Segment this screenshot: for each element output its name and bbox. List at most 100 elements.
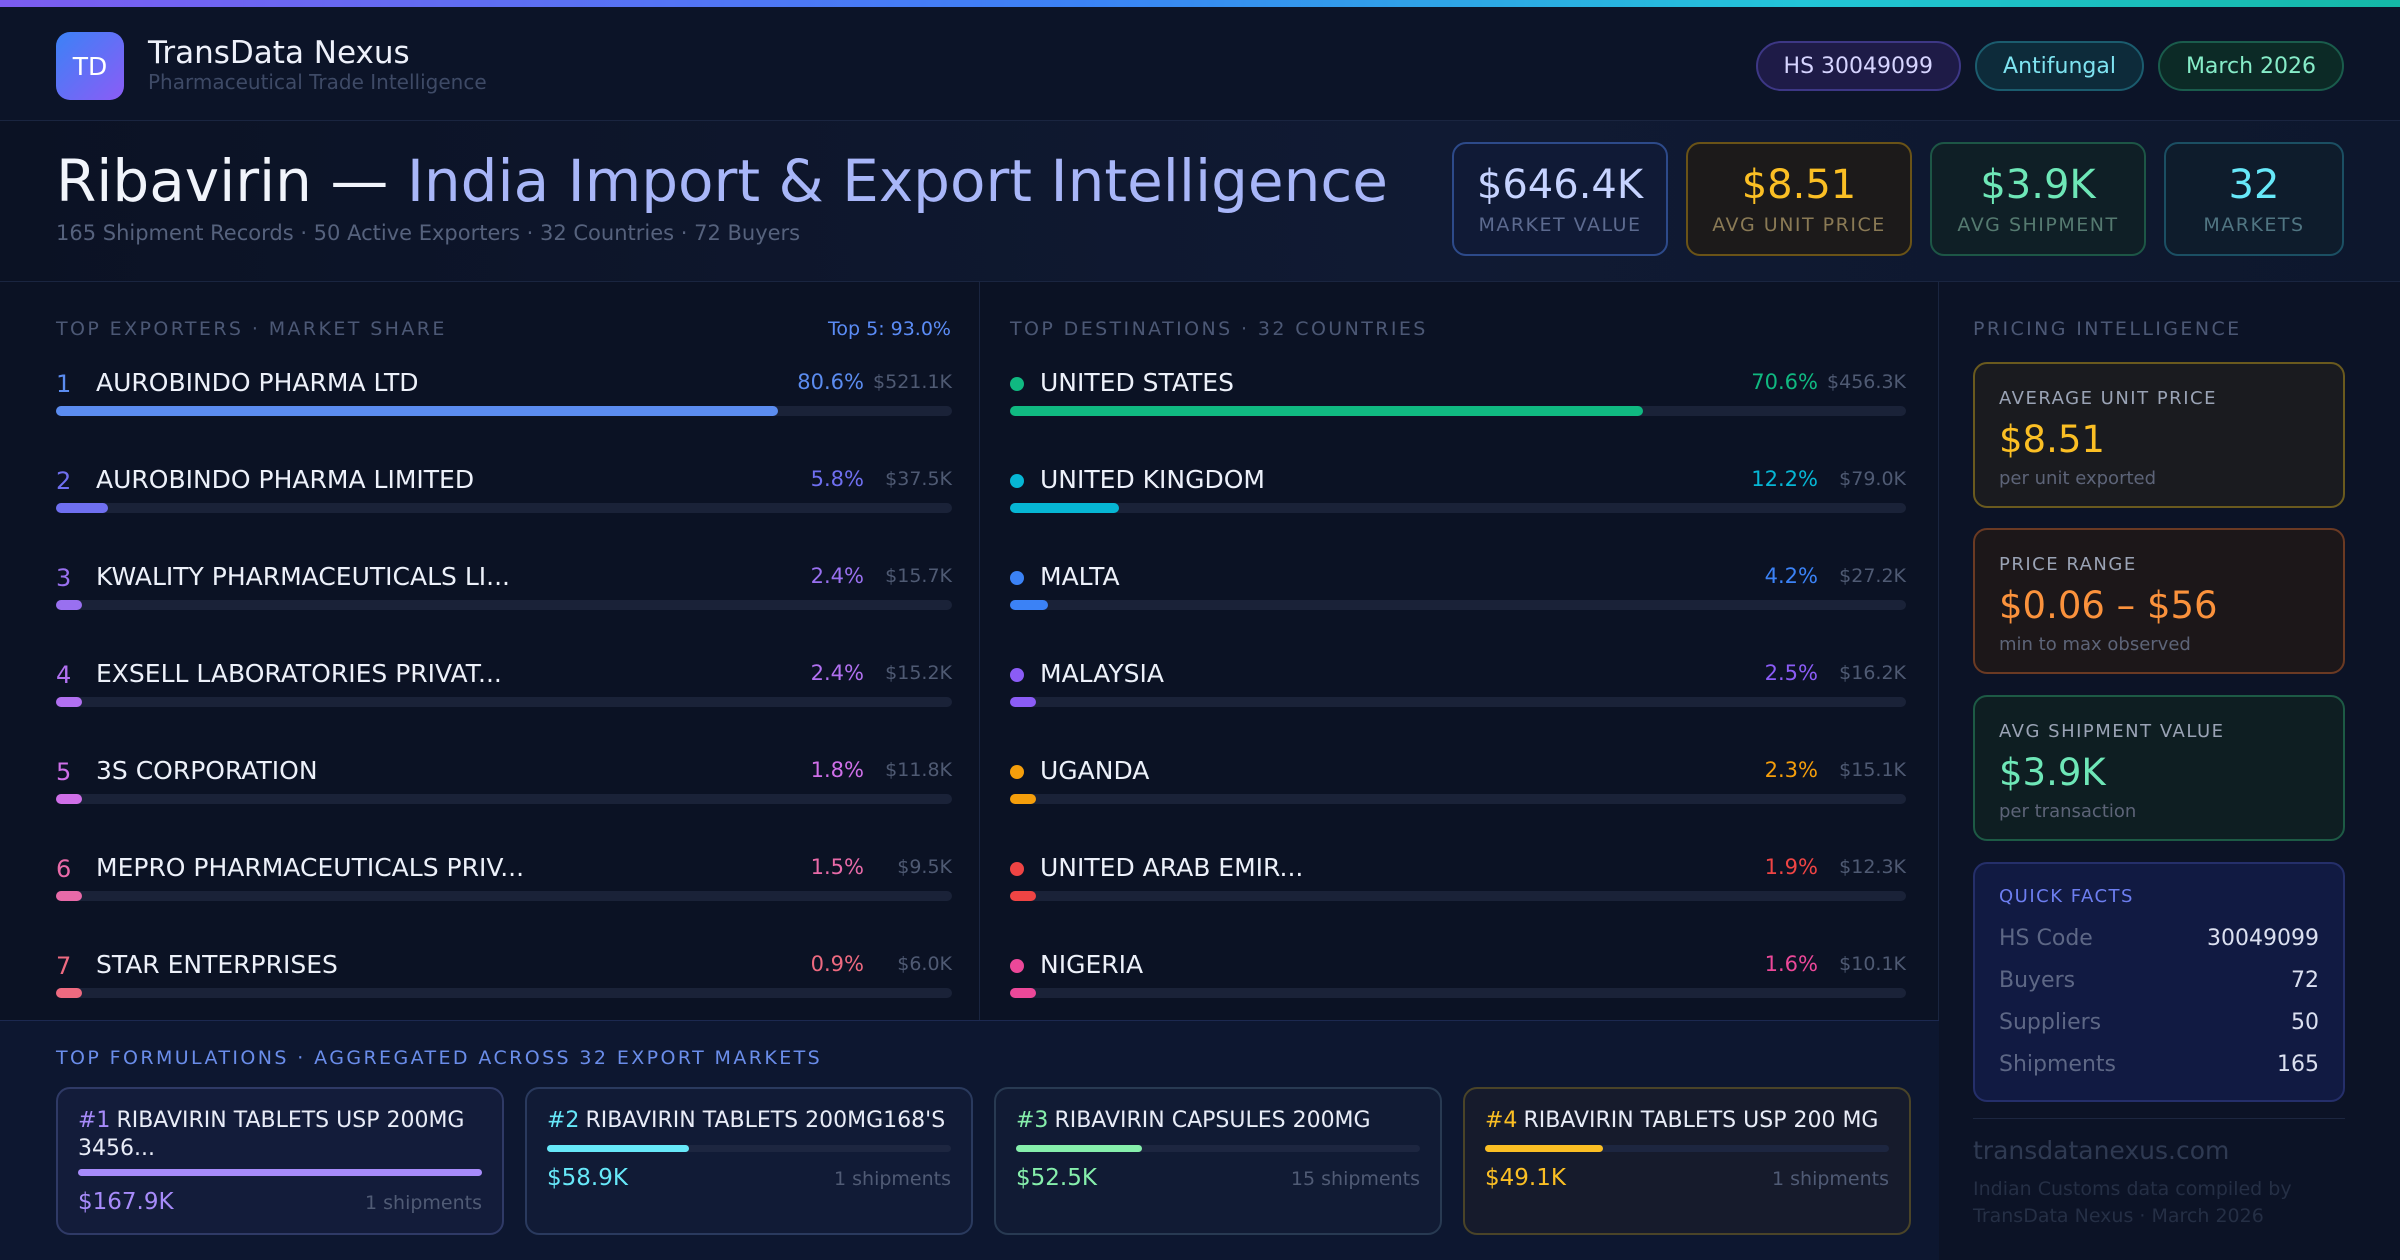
- share-bar-fill: [56, 600, 82, 610]
- share-bar-track: [1010, 503, 1906, 513]
- share-bar-fill: [56, 794, 82, 804]
- top5-share: Top 5: 93.0%: [828, 318, 951, 340]
- exporter-row[interactable]: 1 AUROBINDO PHARMA LTD 80.6% $521.1K: [56, 364, 952, 424]
- formulation-card[interactable]: #4 RIBAVIRIN TABLETS USP 200 MG $49.1K 1 sh…: [1463, 1087, 1911, 1235]
- rank-number: 5: [56, 758, 72, 786]
- date-pill[interactable]: March 2026: [2157, 41, 2344, 91]
- share-percent: 4.2%: [1764, 564, 1818, 588]
- destination-row[interactable]: UNITED ARAB EMIR... 1.9% $12.3K: [1010, 849, 1906, 909]
- share-percent: 2.3%: [1764, 758, 1818, 782]
- share-bar-fill: [1010, 406, 1643, 416]
- share-value: $12.3K: [1839, 856, 1906, 878]
- exporter-row[interactable]: 4 EXSELL LABORATORIES PRIVAT... 2.4% $15.2K: [56, 655, 952, 715]
- country-dot: [1010, 959, 1024, 973]
- formulation-value: $167.9K: [78, 1189, 174, 1215]
- card-note: per transaction: [1999, 801, 2137, 822]
- kpi-label: AVG SHIPMENT: [1957, 214, 2119, 236]
- exporter-row[interactable]: 3 KWALITY PHARMACEUTICALS LI... 2.4% $15.7K: [56, 558, 952, 618]
- formulation-label: RIBAVIRIN TABLETS USP 200 MG: [1523, 1108, 1879, 1133]
- share-bar-fill: [1010, 697, 1036, 707]
- brand-logo[interactable]: TD: [56, 32, 124, 100]
- category-pill[interactable]: Antifungal: [1975, 41, 2144, 91]
- country-dot: [1010, 474, 1024, 488]
- formulation-card[interactable]: #1 RIBAVIRIN TABLETS USP 200MG 3456... $16…: [56, 1087, 504, 1235]
- share-bar-track: [1010, 406, 1906, 416]
- share-value: $15.2K: [885, 662, 952, 684]
- destinations-panel: TOP DESTINATIONS · 32 COUNTRIES UNITED S…: [980, 282, 1939, 1020]
- pricing-panel: PRICING INTELLIGENCE AVERAGE UNIT PRICE …: [1939, 282, 2400, 1260]
- exporter-name: EXSELL LABORATORIES PRIVAT...: [96, 659, 502, 688]
- page-title: Ribavirin — India Import & Export Intell…: [56, 147, 1388, 215]
- kpi-avg-shipment: $3.9K AVG SHIPMENT: [1930, 142, 2146, 256]
- exporters-section-label: TOP EXPORTERS · MARKET SHARE: [56, 318, 447, 340]
- kpi-markets: 32 MARKETS: [2164, 142, 2344, 256]
- country-dot: [1010, 571, 1024, 585]
- share-value: $6.0K: [897, 953, 952, 975]
- country-dot: [1010, 862, 1024, 876]
- formulation-rank: #3: [1016, 1108, 1049, 1133]
- formulation-shipments: 1 shipments: [1772, 1168, 1889, 1190]
- formulation-shipments: 1 shipments: [834, 1168, 951, 1190]
- share-value: $10.1K: [1839, 953, 1906, 975]
- hs-code-pill[interactable]: HS 30049099: [1755, 41, 1962, 91]
- share-value: $9.5K: [897, 856, 952, 878]
- formulation-bar-fill: [78, 1169, 482, 1176]
- page-title-topic: India Import & Export Intelligence: [406, 147, 1388, 215]
- share-bar-track: [56, 503, 952, 513]
- price-range-card: PRICE RANGE $0.06 – $56 min to max obser…: [1973, 528, 2345, 674]
- share-value: $37.5K: [885, 468, 952, 490]
- rank-number: 7: [56, 952, 72, 980]
- exporter-row[interactable]: 2 AUROBINDO PHARMA LIMITED 5.8% $37.5K: [56, 461, 952, 521]
- formulation-rank: #1: [78, 1108, 111, 1133]
- share-bar-track: [56, 988, 952, 998]
- destination-row[interactable]: UNITED STATES 70.6% $456.3K: [1010, 364, 1906, 424]
- formulation-name: #4 RIBAVIRIN TABLETS USP 200 MG: [1485, 1107, 1885, 1135]
- exporter-name: AUROBINDO PHARMA LTD: [96, 368, 419, 397]
- card-label: AVERAGE UNIT PRICE: [1999, 388, 2217, 409]
- destination-row[interactable]: MALTA 4.2% $27.2K: [1010, 558, 1906, 618]
- country-name: UNITED ARAB EMIR...: [1040, 853, 1304, 882]
- avg-unit-price-card: AVERAGE UNIT PRICE $8.51 per unit export…: [1973, 362, 2345, 508]
- exporter-name: AUROBINDO PHARMA LIMITED: [96, 465, 475, 494]
- share-bar-track: [56, 794, 952, 804]
- destination-row[interactable]: UGANDA 2.3% $15.1K: [1010, 752, 1906, 812]
- exporter-name: STAR ENTERPRISES: [96, 950, 338, 979]
- share-bar-track: [56, 697, 952, 707]
- exporter-row[interactable]: 7 STAR ENTERPRISES 0.9% $6.0K: [56, 946, 952, 1006]
- pricing-section-label: PRICING INTELLIGENCE: [1973, 318, 2242, 340]
- kpi-label: AVG UNIT PRICE: [1712, 214, 1886, 236]
- kpi-value: $8.51: [1741, 162, 1857, 208]
- formulation-shipments: 1 shipments: [365, 1192, 482, 1214]
- exporter-row[interactable]: 5 3S CORPORATION 1.8% $11.8K: [56, 752, 952, 812]
- share-value: $15.7K: [885, 565, 952, 587]
- card-label: PRICE RANGE: [1999, 554, 2137, 575]
- share-value: $456.3K: [1827, 371, 1906, 393]
- formulation-rank: #4: [1485, 1108, 1518, 1133]
- filter-pills: HS 30049099 Antifungal March 2026: [1755, 41, 2344, 91]
- formulation-card[interactable]: #2 RIBAVIRIN TABLETS 200MG168'S $58.9K 1 sh…: [525, 1087, 973, 1235]
- share-bar-fill: [56, 503, 108, 513]
- formulation-bar-track: [1485, 1145, 1889, 1152]
- formulation-name: #3 RIBAVIRIN CAPSULES 200MG: [1016, 1107, 1416, 1135]
- destination-row[interactable]: NIGERIA 1.6% $10.1K: [1010, 946, 1906, 1006]
- destination-row[interactable]: MALAYSIA 2.5% $16.2K: [1010, 655, 1906, 715]
- kpi-label: MARKETS: [2203, 214, 2305, 236]
- site-link[interactable]: transdatanexus.com: [1973, 1136, 2230, 1165]
- share-percent: 12.2%: [1751, 467, 1818, 491]
- formulation-label: RIBAVIRIN TABLETS USP 200MG 3456...: [78, 1108, 465, 1161]
- card-note: per unit exported: [1999, 468, 2157, 489]
- share-percent: 1.6%: [1764, 952, 1818, 976]
- exporter-row[interactable]: 6 MEPRO PHARMACEUTICALS PRIV... 1.5% $9.5K: [56, 849, 952, 909]
- destination-row[interactable]: UNITED KINGDOM 12.2% $79.0K: [1010, 461, 1906, 521]
- avg-shipment-card: AVG SHIPMENT VALUE $3.9K per transaction: [1973, 695, 2345, 841]
- accent-line: [0, 0, 2400, 7]
- country-dot: [1010, 765, 1024, 779]
- fact-row-buyers: Buyers 72: [1999, 968, 2319, 998]
- formulation-value: $52.5K: [1016, 1165, 1097, 1191]
- formulation-card[interactable]: #3 RIBAVIRIN CAPSULES 200MG $52.5K 15 shipm…: [994, 1087, 1442, 1235]
- country-name: UGANDA: [1040, 756, 1150, 785]
- share-percent: 80.6%: [797, 370, 864, 394]
- share-percent: 1.8%: [810, 758, 864, 782]
- formulation-bar-track: [1016, 1145, 1420, 1152]
- share-bar-fill: [1010, 891, 1036, 901]
